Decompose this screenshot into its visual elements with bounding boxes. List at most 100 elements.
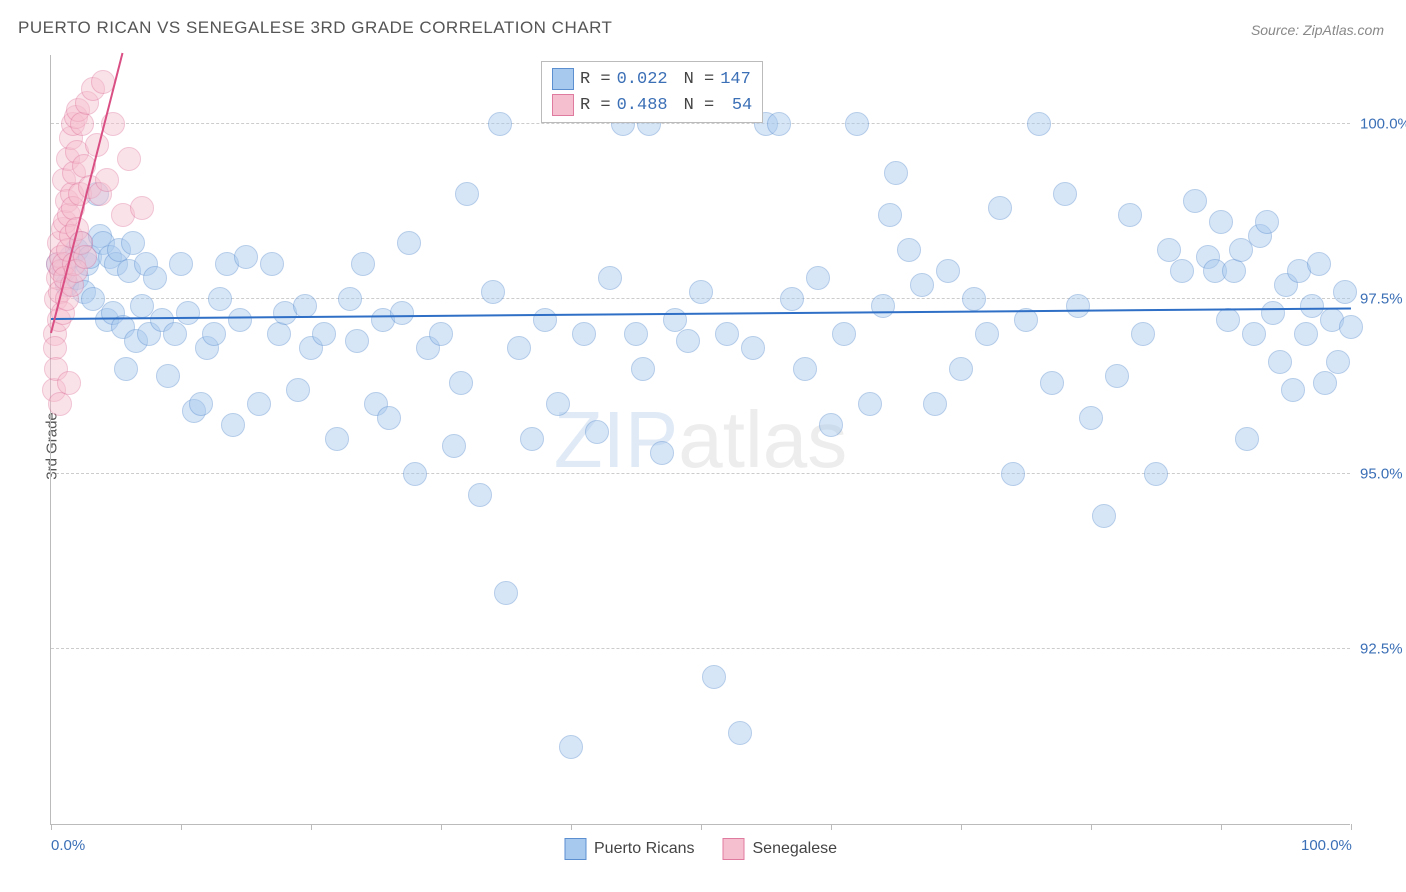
swatch-series-0: [552, 68, 574, 90]
scatter-point: [156, 364, 180, 388]
scatter-point: [1027, 112, 1051, 136]
xtick-label: 100.0%: [1301, 837, 1352, 854]
scatter-point: [728, 721, 752, 745]
stats-r-value-0: 0.022: [617, 70, 668, 89]
scatter-point: [1333, 280, 1357, 304]
scatter-point: [585, 420, 609, 444]
scatter-point: [780, 287, 804, 311]
scatter-point: [546, 392, 570, 416]
scatter-point: [1066, 294, 1090, 318]
scatter-point: [806, 266, 830, 290]
scatter-point: [1144, 462, 1168, 486]
scatter-point: [121, 231, 145, 255]
scatter-point: [1313, 371, 1337, 395]
scatter-point: [73, 245, 97, 269]
xtick: [701, 824, 702, 830]
xtick: [571, 824, 572, 830]
scatter-point: [1131, 322, 1155, 346]
scatter-point: [962, 287, 986, 311]
scatter-point: [910, 273, 934, 297]
scatter-point: [1209, 210, 1233, 234]
legend-bottom: Puerto Ricans Senegalese: [564, 838, 837, 860]
scatter-point: [878, 203, 902, 227]
scatter-point: [819, 413, 843, 437]
scatter-point: [949, 357, 973, 381]
legend-label-0: Puerto Ricans: [594, 840, 695, 858]
scatter-point: [598, 266, 622, 290]
scatter-point: [114, 357, 138, 381]
scatter-point: [70, 112, 94, 136]
scatter-point: [351, 252, 375, 276]
xtick: [1091, 824, 1092, 830]
scatter-point: [1170, 259, 1194, 283]
scatter-point: [845, 112, 869, 136]
scatter-point: [559, 735, 583, 759]
scatter-point: [455, 182, 479, 206]
xtick: [51, 824, 52, 830]
xtick: [961, 824, 962, 830]
scatter-point: [1294, 322, 1318, 346]
gridline-h: [51, 123, 1350, 124]
scatter-point: [1307, 252, 1331, 276]
ytick-label: 95.0%: [1360, 466, 1406, 483]
scatter-point: [1326, 350, 1350, 374]
scatter-point: [1079, 406, 1103, 430]
scatter-point: [533, 308, 557, 332]
scatter-point: [715, 322, 739, 346]
scatter-point: [1092, 504, 1116, 528]
scatter-point: [871, 294, 895, 318]
scatter-point: [267, 322, 291, 346]
chart-title: PUERTO RICAN VS SENEGALESE 3RD GRADE COR…: [18, 18, 612, 38]
scatter-point: [767, 112, 791, 136]
scatter-point: [247, 392, 271, 416]
legend-item-1: Senegalese: [722, 838, 837, 860]
scatter-point: [572, 322, 596, 346]
scatter-point: [169, 252, 193, 276]
scatter-point: [884, 161, 908, 185]
scatter-point: [988, 196, 1012, 220]
stats-row-series-1: R = 0.488 N = 54: [552, 92, 752, 118]
legend-swatch-0: [564, 838, 586, 860]
scatter-point: [507, 336, 531, 360]
scatter-point: [208, 287, 232, 311]
scatter-point: [429, 322, 453, 346]
scatter-point: [481, 280, 505, 304]
scatter-point: [1242, 322, 1266, 346]
plot-area: ZIPatlas 92.5%95.0%97.5%100.0% 0.0%100.0…: [50, 55, 1350, 825]
scatter-point: [442, 434, 466, 458]
scatter-point: [286, 378, 310, 402]
scatter-point: [936, 259, 960, 283]
ytick-label: 92.5%: [1360, 641, 1406, 658]
scatter-point: [130, 196, 154, 220]
scatter-point: [832, 322, 856, 346]
scatter-point: [345, 329, 369, 353]
legend-swatch-1: [722, 838, 744, 860]
scatter-point: [81, 287, 105, 311]
xtick-label: 0.0%: [51, 837, 85, 854]
xtick: [181, 824, 182, 830]
scatter-point: [631, 357, 655, 381]
scatter-point: [663, 308, 687, 332]
scatter-point: [234, 245, 258, 269]
scatter-point: [858, 392, 882, 416]
xtick: [831, 824, 832, 830]
watermark-prefix: ZIP: [554, 395, 678, 484]
scatter-point: [1040, 371, 1064, 395]
legend-item-0: Puerto Ricans: [564, 838, 695, 860]
scatter-point: [189, 392, 213, 416]
scatter-point: [1255, 210, 1279, 234]
stats-r-label-1: R =: [580, 96, 611, 115]
scatter-point: [143, 266, 167, 290]
scatter-point: [702, 665, 726, 689]
scatter-point: [1261, 301, 1285, 325]
ytick-label: 97.5%: [1360, 291, 1406, 308]
legend-label-1: Senegalese: [752, 840, 837, 858]
swatch-series-1: [552, 94, 574, 116]
stats-row-series-0: R = 0.022 N = 147: [552, 66, 752, 92]
scatter-point: [1105, 364, 1129, 388]
scatter-point: [1053, 182, 1077, 206]
scatter-point: [624, 322, 648, 346]
xtick: [441, 824, 442, 830]
xtick: [1351, 824, 1352, 830]
scatter-point: [312, 322, 336, 346]
